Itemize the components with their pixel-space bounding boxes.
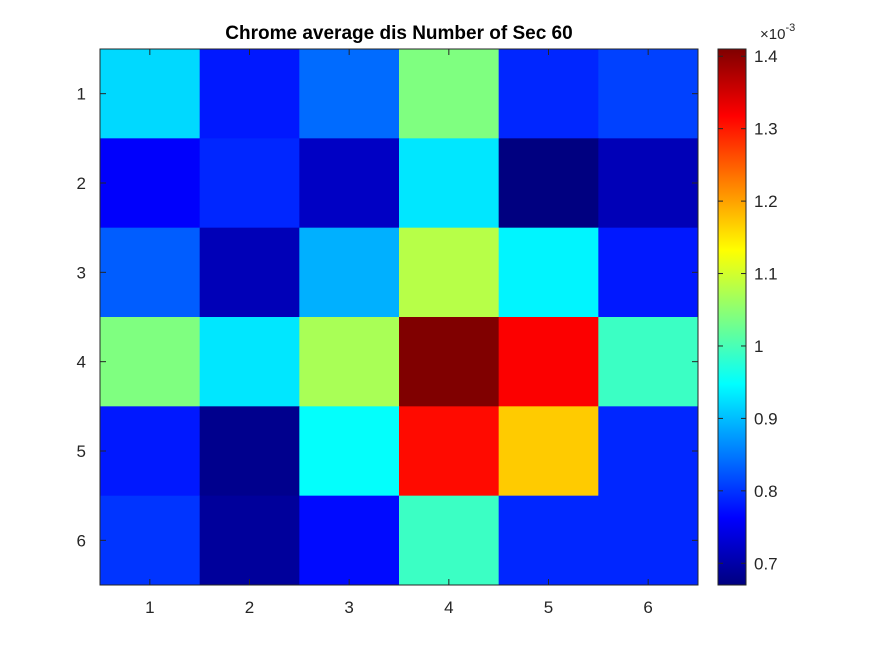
y-tick-label: 6 <box>77 531 86 550</box>
chart-title: Chrome average dis Number of Sec 60 <box>225 23 572 44</box>
heatmap-cell <box>399 495 500 586</box>
heatmap-cell <box>100 138 201 229</box>
heatmap-cell <box>299 138 400 229</box>
heatmap-cell <box>199 138 300 229</box>
colorbar-exponent-power: -3 <box>785 22 795 34</box>
x-tick-label: 3 <box>344 598 353 617</box>
colorbar-exponent-base: ×10 <box>760 26 785 43</box>
heatmap-cell <box>199 406 300 497</box>
heatmap-cell <box>498 406 599 497</box>
colorbar-exponent: ×10-3 <box>760 22 795 43</box>
heatmap-cell <box>598 227 699 318</box>
plot-area-frame <box>99 48 699 586</box>
heatmap-cell <box>299 317 400 407</box>
y-axis: 1 2 3 4 5 6 <box>77 85 698 550</box>
heatmap-cell <box>100 406 201 497</box>
colorbar-tick-label: 0.8 <box>754 482 778 501</box>
colorbar-tick-label: 0.7 <box>754 554 778 573</box>
heatmap-cell <box>598 138 699 229</box>
colorbar <box>717 48 747 586</box>
x-tick-label: 2 <box>245 598 254 617</box>
heatmap-cell <box>498 227 599 318</box>
heatmap-cell <box>598 495 699 586</box>
colorbar-tick-label: 1.1 <box>754 265 778 284</box>
colorbar-tick-label: 0.9 <box>754 409 778 428</box>
heatmap-cell <box>299 406 400 497</box>
heatmap-cell <box>498 138 599 229</box>
heatmap-cell <box>498 317 599 407</box>
y-tick-label: 4 <box>77 353 86 372</box>
heatmap-cell <box>100 317 201 407</box>
heatmap-cell <box>199 317 300 407</box>
heatmap-cell <box>199 227 300 318</box>
x-tick-label: 5 <box>544 598 553 617</box>
heatmap-cell <box>598 317 699 407</box>
colorbar-tick-label: 1.3 <box>754 120 778 139</box>
heatmap-cell <box>399 406 500 497</box>
heatmap-cell <box>100 227 201 318</box>
colorbar-ticks: 0.7 0.8 0.9 1 1.1 1.2 1.3 1.4 <box>718 47 778 573</box>
y-tick-label: 5 <box>77 442 86 461</box>
heatmap-cell <box>399 317 500 407</box>
colorbar-tick-label: 1 <box>754 337 763 356</box>
x-tick-label: 6 <box>643 598 652 617</box>
heatmap-cell <box>399 49 500 139</box>
heatmap-cell <box>299 227 400 318</box>
colorbar-tick-label: 1.4 <box>754 47 778 66</box>
heatmap-cell <box>299 495 400 586</box>
heatmap-cells <box>100 49 699 586</box>
heatmap-cell <box>299 49 400 139</box>
heatmap-cell <box>598 406 699 497</box>
x-tick-label: 4 <box>444 598 453 617</box>
x-axis: 1 2 3 4 5 6 <box>145 49 653 617</box>
heatmap-cell <box>498 495 599 586</box>
heatmap-cell <box>199 49 300 139</box>
colorbar-tick-label: 1.2 <box>754 192 778 211</box>
y-tick-label: 1 <box>77 85 86 104</box>
x-tick-label: 1 <box>145 598 154 617</box>
y-tick-label: 2 <box>77 174 86 193</box>
y-tick-label: 3 <box>77 263 86 282</box>
heatmap-cell <box>199 495 300 586</box>
heatmap-cell <box>100 495 201 586</box>
heatmap-cell <box>100 49 201 139</box>
heatmap-cell <box>598 49 699 139</box>
heatmap-cell <box>399 227 500 318</box>
heatmap-cell <box>498 49 599 139</box>
heatmap-cell <box>399 138 500 229</box>
